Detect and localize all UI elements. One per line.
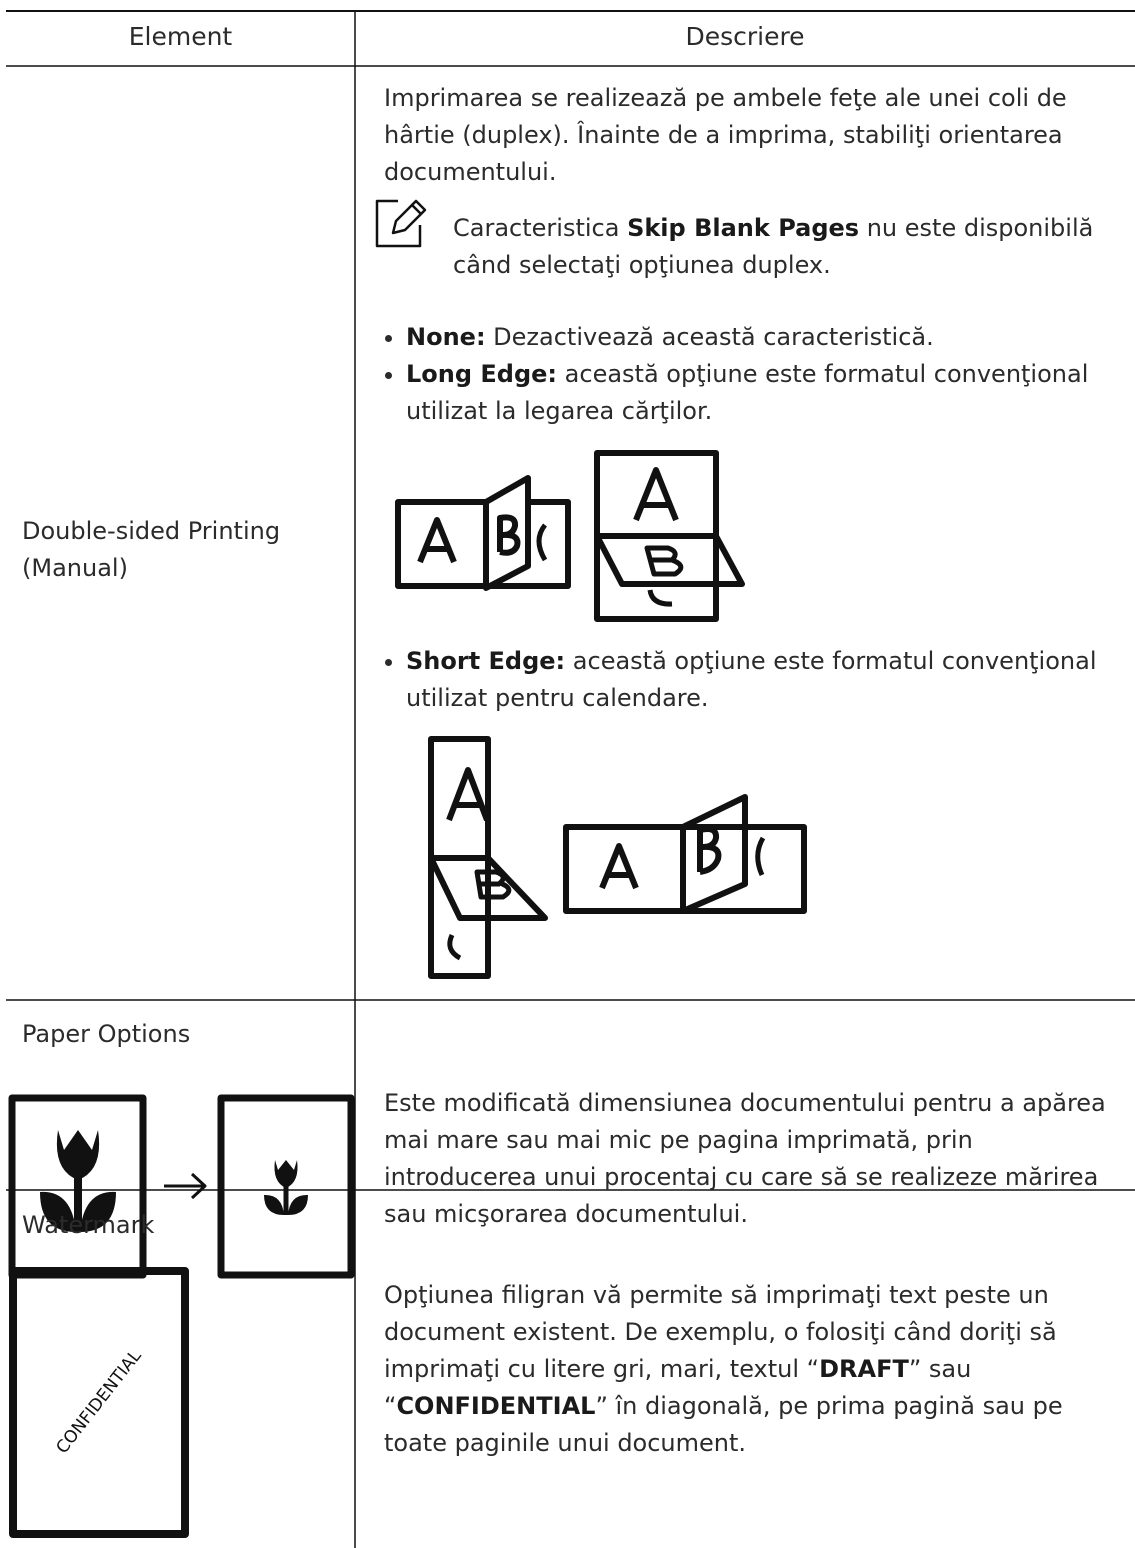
bullet-list: Short Edge: această opţiune este formatu…: [384, 643, 1131, 717]
bullet-list: None: Dezactivează această caracteristic…: [384, 319, 1131, 430]
bullet: Long Edge: această opţiune este formatul…: [406, 356, 1131, 430]
bullet-text: această opţiune este formatul convenţion…: [406, 647, 1097, 712]
element-label: Watermark: [22, 1211, 155, 1239]
watermark-icon-text: CONFIDENTIAL: [52, 1346, 146, 1458]
bullet: Short Edge: această opţiune este formatu…: [406, 643, 1131, 717]
description-text: Opţiunea filigran vă permite să imprimaţ…: [384, 1281, 1057, 1383]
note-term: Skip Blank Pages: [627, 214, 860, 242]
description-text: ” în diagonală, pe prima pagină sau pe t…: [384, 1392, 1063, 1457]
description-text: ” sau “: [384, 1355, 972, 1420]
description: Opţiunea filigran vă permite să imprimaţ…: [384, 1277, 1129, 1462]
element-label: Paper Options: [22, 1020, 191, 1048]
header-cell: Descriere: [685, 22, 805, 51]
long-edge-illustration: [395, 450, 745, 622]
note-text: Caracteristica: [453, 214, 628, 242]
bullet: None: Dezactivează această caracteristic…: [406, 319, 1131, 356]
description-term: DRAFT: [819, 1355, 909, 1383]
description-term: CONFIDENTIAL: [396, 1392, 596, 1420]
bullet-term: Long Edge:: [406, 360, 558, 388]
paper-options-icon: [8, 1094, 355, 1279]
header-cell: Element: [128, 22, 233, 51]
description: Este modificată dimensiunea documentului…: [384, 1089, 1106, 1228]
bullet-term: None:: [406, 323, 486, 351]
bullet-text: Dezactivează această caracteristică.: [485, 323, 934, 351]
element-label: Double-sided Printing (Manual): [22, 517, 281, 582]
short-edge-illustration: [428, 736, 807, 979]
note-icon: [375, 199, 427, 248]
note: Caracteristica Skip Blank Pages nu este …: [453, 210, 1133, 284]
watermark-icon: [9, 1267, 189, 1538]
bullet-text: această opţiune este formatul convenţion…: [406, 360, 1089, 425]
description: Imprimarea se realizează pe ambele feţe …: [384, 84, 1067, 186]
note-text: nu este disponibilă când selectaţi opţiu…: [453, 214, 1094, 279]
bullet-term: Short Edge:: [406, 647, 566, 675]
